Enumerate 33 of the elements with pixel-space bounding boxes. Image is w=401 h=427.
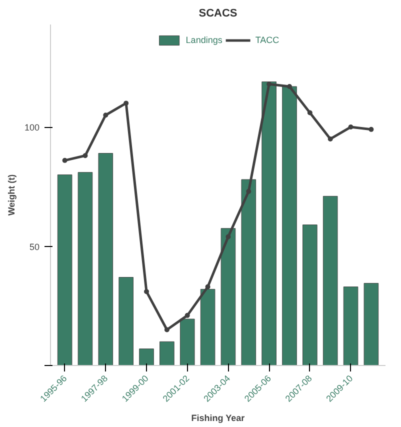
legend-label: Landings xyxy=(186,35,222,45)
y-axis-title: Weight (t) xyxy=(6,174,16,216)
point xyxy=(286,84,292,89)
point xyxy=(184,312,190,318)
bar xyxy=(57,174,72,366)
y-tick-label: 100 xyxy=(24,122,40,133)
x-axis-title: Fishing Year xyxy=(191,412,246,423)
chart-title: SCACS xyxy=(198,8,238,20)
bar xyxy=(160,341,174,366)
bar xyxy=(118,277,134,366)
point xyxy=(307,110,312,116)
point xyxy=(348,124,354,130)
point xyxy=(205,284,210,290)
point xyxy=(124,100,129,106)
point xyxy=(62,158,68,163)
bar xyxy=(364,282,379,366)
point xyxy=(368,126,374,132)
bar xyxy=(78,172,93,366)
bar xyxy=(139,348,154,366)
point xyxy=(103,112,108,118)
point xyxy=(82,153,88,158)
bar xyxy=(302,224,318,366)
point xyxy=(226,234,231,240)
legend-label: TACC xyxy=(255,35,280,45)
y-tick-label: 50 xyxy=(29,242,40,252)
point xyxy=(266,82,272,87)
bar xyxy=(98,153,114,366)
bar xyxy=(343,286,358,366)
point xyxy=(144,289,150,294)
point xyxy=(246,188,252,194)
bar xyxy=(322,196,338,366)
point xyxy=(164,327,170,332)
point xyxy=(328,136,333,142)
